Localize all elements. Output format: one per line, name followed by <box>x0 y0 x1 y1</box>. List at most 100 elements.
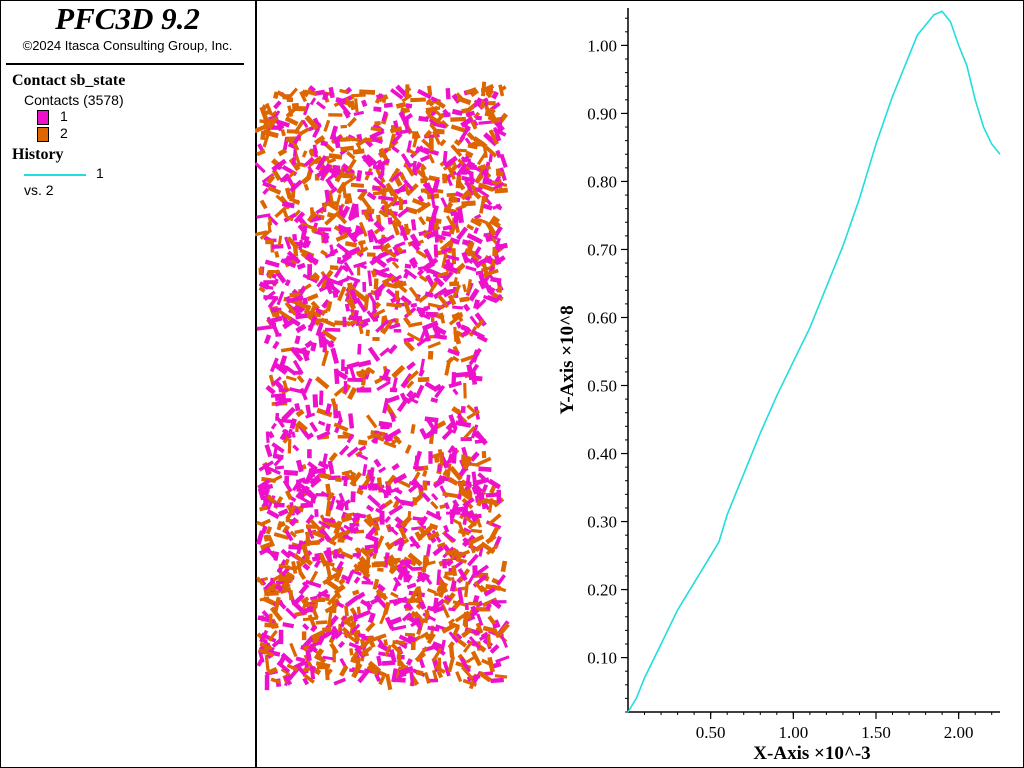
contact-glyph <box>408 535 421 550</box>
contact-glyph <box>377 567 384 572</box>
contact-glyph <box>374 158 390 170</box>
contact-glyph <box>407 635 417 643</box>
contact-glyph <box>344 605 349 617</box>
contact-glyph <box>392 245 400 257</box>
contact-glyph <box>304 283 312 290</box>
contact-glyph <box>423 257 439 271</box>
contact-glyph <box>412 496 418 506</box>
contact-glyph <box>329 265 339 271</box>
contact-glyph <box>410 302 418 308</box>
contact-glyph <box>357 343 362 355</box>
contact-glyph <box>313 135 326 146</box>
contact-glyph <box>442 173 448 184</box>
contact-glyph <box>273 457 282 467</box>
contact-glyph <box>285 607 298 620</box>
contact-glyph <box>346 275 361 283</box>
contact-glyph <box>412 161 422 176</box>
contact-glyph <box>491 90 499 100</box>
contact-glyph <box>416 646 428 661</box>
contact-glyph <box>398 172 406 181</box>
contact-glyph <box>267 629 278 642</box>
contact-glyph <box>366 664 379 676</box>
contact-glyph <box>272 453 284 460</box>
contact-glyph <box>291 102 300 109</box>
contact-glyph <box>328 153 343 160</box>
contact-glyph <box>410 219 417 231</box>
contact-glyph <box>410 97 426 103</box>
contact-glyph <box>308 540 321 546</box>
contact-glyph <box>476 334 488 343</box>
contact-glyph <box>492 623 500 629</box>
history-chart[interactable]: 0.10 0.20 0.30 0.40 0.50 0.60 0.70 0.80 0.90 1.00… <box>555 0 1022 768</box>
contact-glyph <box>291 156 297 166</box>
contact-glyph <box>273 551 280 561</box>
contact-glyph <box>256 324 273 331</box>
contact-glyph <box>461 251 470 264</box>
contact-glyph <box>451 311 464 320</box>
contact-glyph <box>468 288 480 302</box>
contact-glyph <box>376 655 383 667</box>
contact-glyph <box>312 600 319 611</box>
contact-glyph <box>287 439 292 454</box>
contact-glyph <box>292 233 298 241</box>
contact-glyph <box>290 138 300 151</box>
contact-glyph <box>463 425 476 440</box>
contact-glyph <box>271 322 277 329</box>
contact-glyph <box>460 324 470 332</box>
contact-glyph <box>307 165 314 174</box>
contact-glyph <box>263 578 276 591</box>
contact-glyph <box>289 642 298 658</box>
contact-glyph <box>289 387 305 394</box>
contact-glyph <box>370 269 377 278</box>
contact-glyph <box>280 128 286 137</box>
contact-glyph <box>302 616 319 622</box>
contact-glyph <box>374 433 382 438</box>
contact-glyph <box>391 219 400 236</box>
contact-glyph <box>421 492 431 503</box>
contact-glyph <box>266 316 273 326</box>
contact-glyph <box>471 471 478 486</box>
contact-glyph <box>385 474 397 487</box>
contact-glyph <box>426 98 435 107</box>
y-tick-label: 0.30 <box>587 513 617 532</box>
contact-glyph <box>475 495 479 503</box>
contact-glyph <box>449 237 461 245</box>
contact-glyph <box>470 424 479 439</box>
contact-glyph <box>343 471 357 484</box>
contact-glyph <box>309 274 320 281</box>
x-tick-label: 0.50 <box>696 723 726 742</box>
contact-glyph <box>409 586 420 602</box>
contact-glyph <box>334 529 351 539</box>
contact-glyph <box>277 656 286 667</box>
contact-glyph <box>307 316 317 332</box>
contact-glyph <box>266 509 280 520</box>
contact-glyph <box>385 673 393 691</box>
contact-glyph <box>309 97 317 106</box>
contact-glyph <box>267 430 275 439</box>
contact-glyph <box>356 591 366 600</box>
contact-glyph <box>389 649 397 663</box>
contact-glyph <box>356 133 363 143</box>
contact-glyph <box>479 199 486 214</box>
contact-glyph <box>292 359 304 375</box>
contact-glyph <box>405 103 413 109</box>
contact-glyph <box>484 145 498 158</box>
contact-glyph <box>471 485 479 495</box>
contact-glyph <box>339 88 349 95</box>
contact-glyph <box>336 560 344 571</box>
contact-plot-view[interactable] <box>255 0 555 768</box>
contact-glyph <box>363 294 370 311</box>
contact-glyph <box>284 301 297 316</box>
contact-glyph <box>373 458 382 468</box>
contact-glyph <box>436 542 446 549</box>
contact-glyph <box>259 541 273 551</box>
contact-glyph <box>311 555 322 562</box>
contact-glyph <box>425 417 438 433</box>
contact-glyph <box>440 197 448 208</box>
contact-glyph <box>280 652 294 665</box>
contact-glyph <box>320 279 328 289</box>
contact-glyph <box>484 109 491 117</box>
contact-glyph <box>496 574 507 586</box>
contact-glyph <box>284 295 293 304</box>
contact-glyph <box>483 203 493 211</box>
